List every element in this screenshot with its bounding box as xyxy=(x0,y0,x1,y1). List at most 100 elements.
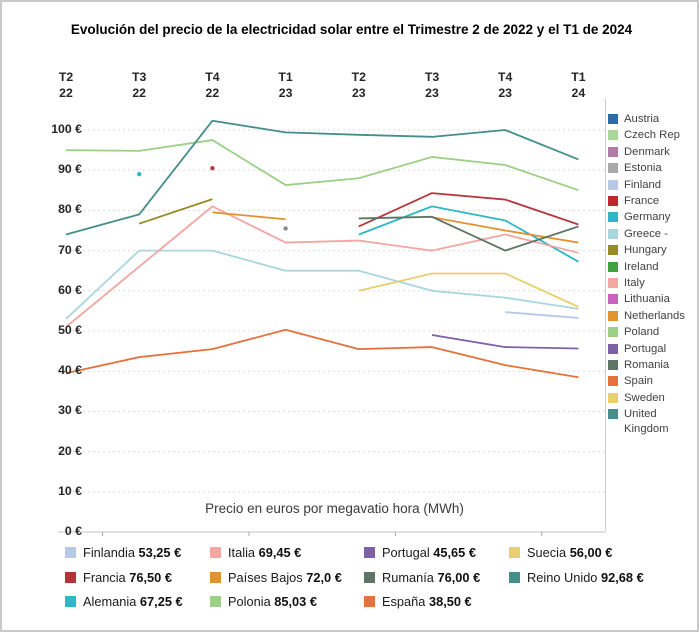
x-axis-label-t1-24: T1 24 xyxy=(571,70,586,100)
legend-swatch xyxy=(608,278,618,288)
country-name: Suecia xyxy=(527,545,570,560)
country-price-label: Francia 76,50 € xyxy=(83,570,172,585)
legend-swatch xyxy=(364,596,375,607)
x-axis-label-t4-22: T4 22 xyxy=(205,70,220,100)
country-name: Italia xyxy=(228,545,259,560)
legend-swatch xyxy=(509,571,520,583)
country-price-label: Italia 69,45 € xyxy=(228,545,301,560)
legend-label: Sweden xyxy=(624,391,665,404)
value-legend-item-ruman-a: Rumanía 76,00 € xyxy=(364,570,480,585)
legend-swatch xyxy=(608,130,618,141)
legend-label: France xyxy=(624,195,660,207)
country-price-value: 72,0 € xyxy=(306,569,342,585)
legend-swatch xyxy=(210,571,221,583)
legend-swatch xyxy=(65,547,76,558)
country-price-label: Portugal 45,65 € xyxy=(382,545,476,560)
legend-swatch xyxy=(608,163,618,174)
y-axis-tick-label: 30 € xyxy=(58,403,82,418)
country-price-value: 92,68 € xyxy=(600,569,644,585)
legend-swatch xyxy=(364,571,375,583)
legend-swatch xyxy=(608,360,618,370)
legend-swatch xyxy=(210,596,221,607)
legend-swatch xyxy=(65,596,76,607)
legend-label: Finland xyxy=(624,178,662,191)
country-name: Rumanía xyxy=(382,569,438,585)
legend-item-finland: Finland xyxy=(608,178,696,193)
y-axis-tick-label: 70 € xyxy=(58,242,82,257)
legend-swatch xyxy=(608,146,618,157)
value-legend-item-pa-ses-bajos: Países Bajos 72,0 € xyxy=(210,570,342,585)
line-united-kingdom xyxy=(65,119,579,236)
country-name: Países Bajos xyxy=(228,569,307,585)
legend-item-germany: Germany xyxy=(608,210,696,225)
value-legend-item-alemania: Alemania 67,25 € xyxy=(65,594,183,609)
legend-label: Spain xyxy=(624,375,653,388)
country-price-value: 53,25 € xyxy=(138,545,182,560)
country-price-label: Alemania 67,25 € xyxy=(83,594,183,609)
line-poland xyxy=(65,139,579,192)
line-portugal xyxy=(431,334,579,350)
legend-swatch xyxy=(608,376,618,387)
x-axis-label-t2-22: T2 22 xyxy=(58,70,74,100)
legend-item-austria: Austria xyxy=(608,112,696,127)
country-price-label: Países Bajos 72,0 € xyxy=(228,570,342,585)
legend-swatch xyxy=(608,228,618,239)
country-price-value: 56,00 € xyxy=(569,545,613,560)
country-price-value: 45,65 € xyxy=(433,545,476,560)
line-netherlands xyxy=(212,211,286,221)
x-axis-label-t3-22: T3 22 xyxy=(132,70,147,100)
legend-label: Poland xyxy=(624,326,660,339)
y-axis-tick-label: 40 € xyxy=(58,363,82,378)
value-legend-item-portugal: Portugal 45,65 € xyxy=(364,545,476,560)
legend-swatch xyxy=(608,327,618,338)
x-axis-title: Precio en euros por megavatio hora (MWh) xyxy=(205,501,464,516)
line-italy xyxy=(65,205,579,328)
dot-france xyxy=(210,165,215,171)
legend-swatch xyxy=(608,343,618,354)
legend-item-denmark: Denmark xyxy=(608,145,696,160)
chart-title: Evolución del precio de la electricidad … xyxy=(70,22,633,37)
line-greece xyxy=(65,249,579,320)
x-axis-label-t2-23: T2 23 xyxy=(351,70,366,100)
legend-swatch xyxy=(65,571,76,583)
legend-label: Austria xyxy=(624,113,660,125)
line-germany xyxy=(358,205,579,263)
legend-item-italy: Italy xyxy=(608,276,696,291)
line-sweden xyxy=(358,272,579,308)
country-price-value: 69,45 € xyxy=(258,545,302,560)
legend-item-greece-: Greece - xyxy=(608,227,696,242)
legend-item-united-kingdom: United Kingdom xyxy=(608,407,696,437)
legend-swatch xyxy=(608,409,618,420)
legend-item-netherlands: Netherlands xyxy=(608,309,696,324)
value-legend-item-finlandia: Finlandia 53,25 € xyxy=(65,545,181,560)
country-name: España xyxy=(382,594,429,609)
legend-item-hungary: Hungary xyxy=(608,243,696,258)
legend-label: Denmark xyxy=(624,145,670,158)
value-legend-item-espa-a: España 38,50 € xyxy=(364,594,472,609)
legend-item-sweden: Sweden xyxy=(608,391,696,406)
y-axis-tick-label: 0 € xyxy=(64,524,82,538)
y-axis-tick-label: 60 € xyxy=(58,282,82,297)
legend-swatch xyxy=(210,547,221,558)
legend-item-spain: Spain xyxy=(608,374,696,389)
country-price-label: Reino Unido 92,68 € xyxy=(527,570,644,585)
value-legend-item-suecia: Suecia 56,00 € xyxy=(509,545,612,560)
legend-label: Czech Rep xyxy=(624,129,680,142)
value-legend-item-italia: Italia 69,45 € xyxy=(210,545,301,560)
country-name: Alemania xyxy=(83,594,140,609)
legend-swatch xyxy=(364,547,375,558)
legend-label: Romania xyxy=(624,359,670,371)
legend-label: Greece - xyxy=(624,227,668,240)
y-axis-tick-label: 90 € xyxy=(58,162,82,177)
line-france xyxy=(358,192,579,228)
line-hungary xyxy=(138,198,213,225)
y-axis-tick-label: 80 € xyxy=(58,202,82,217)
legend-item-france: France xyxy=(608,194,696,209)
legend-label: Netherlands xyxy=(624,309,685,322)
line-romania xyxy=(358,215,579,252)
country-name: Finlandia xyxy=(83,545,139,560)
legend-label: Germany xyxy=(624,211,671,224)
legend-swatch xyxy=(608,114,618,124)
y-axis-tick-label: 20 € xyxy=(58,443,82,458)
country-name: Reino Unido xyxy=(527,569,601,585)
